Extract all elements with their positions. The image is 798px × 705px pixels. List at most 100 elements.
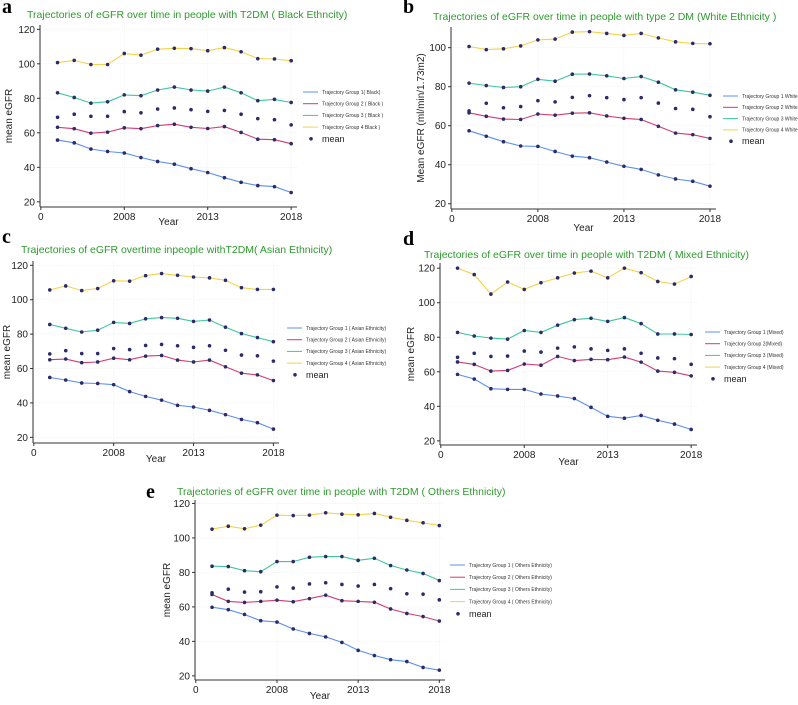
series-point-group-2 xyxy=(372,600,377,605)
series-point-group-4 xyxy=(672,282,677,286)
series-point-group-1 xyxy=(172,162,177,167)
series-point-group-1 xyxy=(501,139,506,144)
legend-label: Trajectory Group 2 ( Asian Ethnicity) xyxy=(306,338,386,344)
series-point-group-2 xyxy=(536,112,540,116)
series-point-group-3 xyxy=(323,554,328,559)
series-point-group-3 xyxy=(105,99,110,104)
series-point-group-4 xyxy=(143,273,148,278)
mean-point xyxy=(307,582,312,586)
series-point-group-2 xyxy=(501,117,506,121)
x-tick-label: 2013 xyxy=(613,214,636,225)
series-point-group-2 xyxy=(405,611,409,616)
series-point-group-1 xyxy=(272,184,277,189)
series-point-group-3 xyxy=(372,556,377,561)
series-point-group-1 xyxy=(539,392,543,396)
legend-mean-marker xyxy=(293,373,297,377)
series-point-group-2 xyxy=(708,136,712,141)
mean-point xyxy=(272,117,277,122)
series-point-group-4 xyxy=(255,287,260,292)
series-point-group-4 xyxy=(271,287,276,292)
mean-point xyxy=(175,344,180,348)
y-tick-label: 80 xyxy=(424,333,436,344)
series-point-group-2 xyxy=(655,369,660,373)
legend-label: Trajectory Group 2 ( Black ) xyxy=(322,102,384,108)
y-tick-label: 60 xyxy=(424,367,436,378)
series-point-group-3 xyxy=(639,74,643,79)
y-tick-label: 60 xyxy=(179,602,191,613)
legend-label: Trajectory Group 1 ( Asian Ethnicity) xyxy=(306,326,386,332)
series-point-group-4 xyxy=(289,58,293,63)
series-point-group-4 xyxy=(673,40,678,44)
y-tick-label: 80 xyxy=(435,82,447,93)
mean-point xyxy=(89,114,93,119)
series-point-group-2 xyxy=(307,596,312,601)
series-point-group-3 xyxy=(226,564,231,569)
series-point-group-2 xyxy=(622,116,626,121)
mean-point xyxy=(672,356,677,361)
series-point-group-3 xyxy=(111,320,116,325)
chart-title: Trajectories of eGFR over time in people… xyxy=(27,9,347,21)
series-line-group-3 xyxy=(49,317,274,343)
mean-point xyxy=(501,105,506,110)
series-point-group-1 xyxy=(47,375,52,380)
series-point-group-1 xyxy=(307,631,312,636)
series-point-group-4 xyxy=(388,515,393,520)
series-point-group-2 xyxy=(472,362,477,367)
series-point-group-3 xyxy=(555,323,560,327)
mean-point xyxy=(689,362,693,367)
series-point-group-1 xyxy=(656,173,661,177)
x-axis-label: Year xyxy=(573,223,594,234)
series-point-group-1 xyxy=(689,427,693,432)
series-point-group-4 xyxy=(622,266,627,270)
series-point-group-4 xyxy=(539,280,543,285)
series-point-group-1 xyxy=(522,387,527,392)
legend-label: Trajectory Group 2 White xyxy=(742,105,798,111)
mean-point xyxy=(421,592,425,596)
series-point-group-1 xyxy=(518,144,523,148)
chart-title: Trajectories of eGFR over time in people… xyxy=(177,486,506,498)
y-tick-label: 40 xyxy=(435,160,447,171)
mean-point xyxy=(587,93,592,98)
series-point-group-2 xyxy=(555,354,560,359)
x-axis-label: Year xyxy=(558,457,579,468)
series-point-group-4 xyxy=(275,513,279,517)
series-point-group-3 xyxy=(539,330,543,335)
series-point-group-1 xyxy=(210,605,214,610)
series-point-group-3 xyxy=(127,321,132,326)
series-point-group-1 xyxy=(472,377,477,381)
series-point-group-3 xyxy=(139,93,143,98)
mean-point xyxy=(226,587,231,591)
series-point-group-4 xyxy=(175,273,180,278)
mean-point xyxy=(604,95,609,100)
series-line-group-4 xyxy=(469,31,711,51)
series-point-group-2 xyxy=(189,125,193,130)
series-point-group-1 xyxy=(672,422,677,426)
series-point-group-2 xyxy=(690,132,695,137)
series-point-group-1 xyxy=(111,382,116,387)
x-tick-label: 2018 xyxy=(699,214,722,225)
series-point-group-3 xyxy=(239,90,243,95)
series-point-group-2 xyxy=(175,358,180,362)
x-tick-label: 2018 xyxy=(428,685,451,696)
y-tick-label: 20 xyxy=(179,671,191,682)
mean-point xyxy=(388,586,393,591)
series-point-group-3 xyxy=(522,328,527,333)
x-tick-label: 2008 xyxy=(266,685,289,696)
x-tick-label: 0 xyxy=(31,448,37,459)
series-point-group-4 xyxy=(421,520,425,525)
x-tick-label: 0 xyxy=(38,212,44,223)
x-tick-label: 2013 xyxy=(197,212,220,223)
series-point-group-4 xyxy=(555,276,560,280)
chart-title: Trajectories of eGFR over time in people… xyxy=(424,249,749,261)
series-point-group-1 xyxy=(191,405,196,409)
series-point-group-2 xyxy=(127,357,132,362)
legend-label: Trajectory Group 2(Mixed) xyxy=(724,342,782,348)
mean-point xyxy=(291,586,296,590)
series-point-group-3 xyxy=(122,93,127,97)
series-point-group-1 xyxy=(639,413,643,418)
series-point-group-2 xyxy=(255,137,260,142)
series-point-group-4 xyxy=(210,527,214,531)
series-point-group-1 xyxy=(589,405,593,410)
x-axis-label: Year xyxy=(158,217,179,228)
series-point-group-2 xyxy=(155,123,160,128)
